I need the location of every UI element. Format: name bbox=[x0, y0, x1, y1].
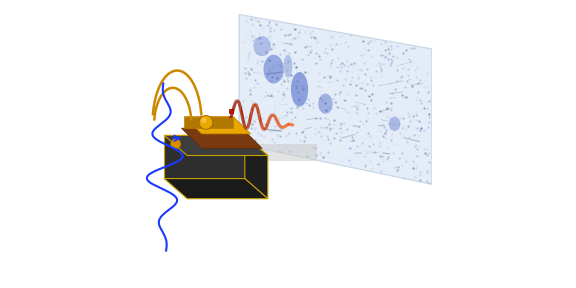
Polygon shape bbox=[184, 117, 233, 128]
Polygon shape bbox=[245, 135, 268, 199]
Polygon shape bbox=[308, 92, 324, 105]
Circle shape bbox=[199, 115, 213, 129]
Ellipse shape bbox=[291, 72, 308, 107]
Polygon shape bbox=[184, 117, 251, 134]
Ellipse shape bbox=[318, 94, 332, 114]
Polygon shape bbox=[249, 82, 282, 114]
Polygon shape bbox=[249, 89, 275, 114]
Ellipse shape bbox=[389, 117, 400, 131]
Polygon shape bbox=[249, 70, 295, 114]
Polygon shape bbox=[308, 83, 335, 105]
Polygon shape bbox=[249, 95, 269, 114]
Polygon shape bbox=[249, 101, 262, 114]
Polygon shape bbox=[164, 135, 268, 156]
Polygon shape bbox=[229, 109, 233, 113]
Circle shape bbox=[170, 139, 181, 149]
Polygon shape bbox=[249, 107, 256, 114]
Polygon shape bbox=[308, 96, 319, 105]
Polygon shape bbox=[164, 135, 245, 179]
Polygon shape bbox=[308, 87, 329, 105]
Polygon shape bbox=[164, 179, 268, 199]
Polygon shape bbox=[239, 14, 432, 184]
Ellipse shape bbox=[253, 36, 271, 56]
Polygon shape bbox=[249, 76, 289, 114]
Polygon shape bbox=[181, 128, 262, 148]
Ellipse shape bbox=[283, 55, 292, 78]
Polygon shape bbox=[308, 101, 313, 105]
Circle shape bbox=[201, 118, 207, 123]
Polygon shape bbox=[199, 144, 317, 161]
Polygon shape bbox=[308, 78, 340, 105]
Ellipse shape bbox=[264, 55, 284, 84]
